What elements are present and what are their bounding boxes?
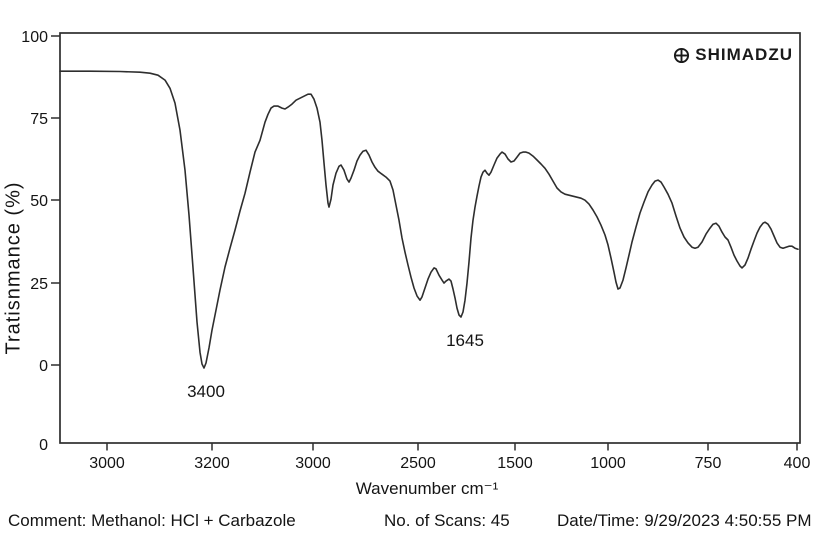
- x-tick-label: 3200: [194, 455, 230, 472]
- y-tick-label: 50: [30, 193, 48, 210]
- plot-frame: [59, 32, 801, 444]
- comment-text: Comment: Methanol: HCl + Carbazole: [8, 511, 296, 530]
- x-axis-label: Wavenumber cm⁻¹: [355, 479, 499, 498]
- x-tick-label: 750: [695, 455, 722, 472]
- band-annotation: 3400: [187, 382, 225, 401]
- x-tick-label: 400: [784, 455, 811, 472]
- y-corner-zero-label: 0: [39, 437, 48, 454]
- x-tick-label: 2500: [400, 455, 436, 472]
- y-tick-label: 75: [30, 111, 48, 128]
- y-tick-label: 100: [21, 29, 48, 46]
- circle-plus-icon: [674, 47, 690, 63]
- spectrum-curve: [59, 70, 799, 369]
- x-tick-label: 3000: [295, 455, 331, 472]
- y-tick-label: 25: [30, 276, 48, 293]
- datetime-text: Date/Time: 9/29/2023 4:50:55 PM: [557, 511, 812, 530]
- band-annotation: 1645: [446, 331, 484, 350]
- scan-count-text: No. of Scans: 45: [384, 511, 510, 530]
- y-tick-label: 0: [39, 358, 48, 375]
- shimadzu-logo: SHIMADZU: [673, 45, 793, 65]
- x-tick-label: 1500: [497, 455, 533, 472]
- info-footer: Comment: Methanol: HCl + Carbazole No. o…: [0, 511, 815, 537]
- x-tick-label: 3000: [89, 455, 125, 472]
- x-tick-label: 1000: [590, 455, 626, 472]
- brand-name: SHIMADZU: [695, 45, 793, 64]
- y-axis-label: Tratisnmance (%): [2, 181, 25, 355]
